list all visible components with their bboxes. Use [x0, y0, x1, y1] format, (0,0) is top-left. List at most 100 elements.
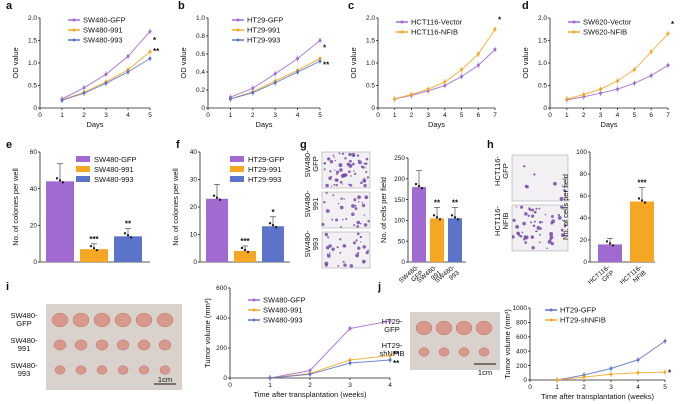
tumor — [95, 339, 109, 351]
j-xlabel: Time after transplantation (weeks) — [541, 392, 655, 401]
g-dot — [417, 184, 421, 188]
cell-speck — [515, 225, 519, 229]
a-xtick-label: 3 — [104, 112, 108, 119]
cell-speck — [363, 223, 368, 227]
j-ytick-label: 800 — [516, 320, 527, 327]
panel-letter-a: a — [6, 0, 13, 12]
h-ytick-label: 0 — [583, 259, 587, 266]
b-legend-label: HT29-991 — [247, 26, 280, 35]
f-ytick-label: 30 — [190, 177, 198, 184]
d-xtick-label: 7 — [666, 112, 670, 119]
e-ylabel: No. of colonies per well — [11, 168, 20, 246]
panel-letter-j: j — [377, 281, 381, 293]
tumor — [475, 320, 493, 336]
cell-speck — [546, 247, 548, 250]
cell-speck — [550, 241, 555, 246]
cell-speck — [342, 218, 344, 221]
cell-speck — [354, 207, 358, 210]
b-ytick-label: 0.4 — [196, 69, 205, 76]
f-legend-swatch — [230, 166, 244, 172]
cell-speck — [351, 204, 355, 208]
a-ytick-label: 1.5 — [28, 38, 37, 45]
f-ytick-label: 40 — [190, 149, 198, 156]
c-ylabel: OD value — [349, 47, 358, 78]
i-image-row-label-line: GFP — [16, 319, 31, 328]
cell-speck — [536, 226, 541, 230]
cell-speck — [533, 173, 536, 176]
cell-speck — [349, 159, 352, 163]
j-xtick-label: 1 — [555, 384, 559, 391]
cell-speck — [547, 239, 552, 244]
cell-speck — [553, 181, 557, 186]
i-xtick-label: 0 — [228, 382, 232, 389]
c-xtick-label: 6 — [476, 112, 480, 119]
e-dot — [129, 236, 133, 239]
j-legend-marker — [549, 308, 553, 312]
g-xtick-label: SW480-993 — [434, 264, 461, 290]
g-dot — [450, 214, 454, 217]
cell-speck — [366, 176, 370, 179]
g-bar — [412, 187, 426, 262]
tumor — [458, 347, 470, 357]
cell-speck — [360, 222, 362, 225]
cell-speck — [353, 172, 357, 176]
c-ytick-label: 0.5 — [366, 83, 375, 90]
f-significance: * — [271, 208, 275, 217]
cell-speck — [563, 189, 565, 191]
b-xtick-label: 3 — [273, 112, 277, 119]
b-xlabel: Days — [255, 120, 272, 129]
panel-letter-h: h — [487, 139, 494, 151]
cell-speck — [511, 235, 515, 239]
cell-speck — [343, 198, 345, 200]
cell-speck — [354, 204, 357, 207]
cell-speck — [329, 160, 334, 164]
cell-speck — [339, 205, 344, 210]
f-legend-label: HT29-993 — [248, 175, 281, 184]
a-significance: * — [153, 36, 157, 45]
tumor — [93, 312, 111, 328]
c-ytick-label: 1.0 — [366, 60, 375, 67]
cell-speck — [362, 245, 367, 249]
cell-speck — [363, 177, 365, 179]
cell-speck — [531, 245, 535, 250]
g-image-row-label-line: SW480- — [303, 230, 312, 258]
h-dot — [640, 199, 644, 202]
scale-bar-label: 1cm — [158, 375, 172, 384]
tumor — [137, 339, 151, 351]
g-ytick-label: 0 — [401, 259, 405, 266]
cell-speck — [364, 195, 369, 200]
cell-speck — [339, 180, 343, 184]
j-image-row-label: HT29-shNFIB — [379, 341, 404, 358]
b-significance: * — [323, 43, 327, 52]
cell-speck — [335, 178, 339, 182]
c-xtick-label: 4 — [443, 112, 447, 119]
cell-speck — [560, 228, 564, 232]
cell-speck — [351, 212, 355, 216]
j-image-row-label: HT29-GFP — [382, 317, 403, 334]
h-ytick-label: 20 — [580, 237, 588, 244]
cell-speck — [328, 176, 332, 181]
g-dot — [453, 216, 457, 219]
cell-speck — [340, 197, 343, 200]
cell-speck — [538, 241, 541, 244]
tumor — [438, 347, 450, 357]
cell-speck — [339, 251, 342, 254]
b-series-line-0 — [230, 40, 321, 98]
a-legend-marker — [72, 38, 76, 42]
d-legend-label: SW620-Vector — [583, 18, 632, 27]
a-ytick-label: 2.0 — [28, 15, 37, 22]
c-significance: * — [498, 16, 502, 25]
cell-speck — [351, 152, 356, 157]
b-ytick-label: 0.8 — [196, 33, 205, 40]
d-xtick-label: 1 — [565, 112, 569, 119]
c-xlabel: Days — [428, 120, 445, 129]
cell-speck — [535, 207, 538, 210]
h-image-row-label-line: HCT116- — [493, 156, 502, 186]
h-xtick-label: HCT116-GFP — [587, 264, 616, 291]
a-xtick-label: 1 — [60, 112, 64, 119]
g-image-row-label: SW480-GFP — [303, 150, 320, 178]
j-legend-marker — [549, 318, 553, 322]
i-image-row-label: SW480-991 — [10, 336, 38, 353]
cell-speck — [541, 221, 544, 223]
i-legend-marker — [252, 308, 256, 312]
